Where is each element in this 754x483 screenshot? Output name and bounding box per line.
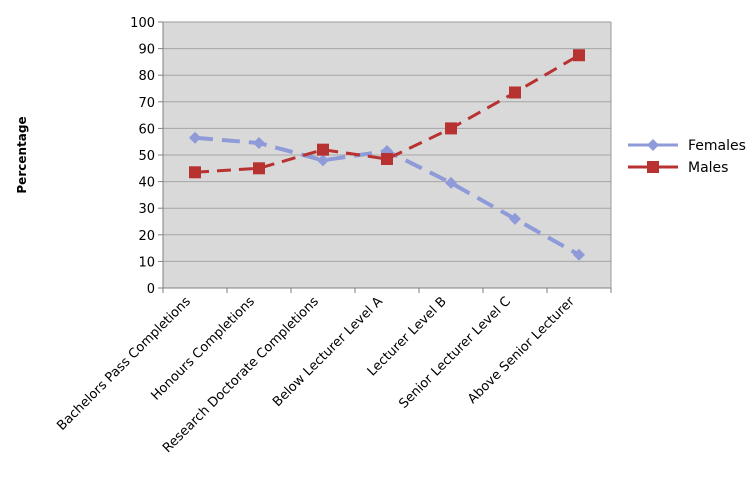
legend: Females Males (628, 138, 746, 176)
data-point (573, 49, 585, 62)
data-point (189, 131, 201, 144)
data-point (253, 137, 265, 150)
data-point (445, 122, 457, 135)
data-point (509, 86, 521, 99)
y-axis-label: Percentage (15, 116, 29, 193)
y-tick-label: 40 (138, 176, 155, 191)
y-tick-label: 60 (138, 122, 155, 137)
y-tick-label: 100 (130, 16, 155, 31)
y-tick-label: 70 (138, 96, 155, 111)
y-tick-labels: 0 10 20 30 40 50 60 70 80 90 100 (130, 16, 155, 297)
x-tick-label: Bachelors Pass Completions (54, 294, 194, 434)
data-point (509, 212, 521, 225)
series-males (189, 49, 585, 179)
legend-marker (647, 139, 659, 151)
data-point (445, 176, 457, 189)
y-tick-label: 30 (138, 202, 155, 217)
data-point (253, 162, 265, 175)
y-tick-label: 10 (138, 255, 155, 270)
legend-marker (647, 161, 659, 173)
legend-label: Females (688, 138, 746, 154)
y-tick-label: 90 (138, 43, 155, 58)
y-tick-label: 20 (138, 229, 155, 244)
legend-label: Males (688, 160, 728, 176)
series-group (189, 49, 585, 261)
axes (162, 21, 612, 293)
data-point (189, 166, 201, 179)
data-point (381, 152, 393, 165)
data-point (573, 248, 585, 261)
y-tick-label: 0 (147, 282, 155, 297)
data-point (317, 154, 329, 167)
x-tick-label: Below Lecturer Level A (270, 294, 386, 410)
x-tick-label: Above Senior Lecturer (465, 294, 578, 407)
data-point (317, 143, 329, 156)
legend-item-females: Females (628, 138, 746, 154)
y-tick-label: 50 (138, 149, 155, 164)
legend-item-males: Males (628, 160, 728, 176)
x-tick-label: Senior Lecturer Level C (396, 294, 513, 411)
x-tick-label: Honours Completions (148, 294, 258, 404)
y-tick-label: 80 (138, 69, 155, 84)
